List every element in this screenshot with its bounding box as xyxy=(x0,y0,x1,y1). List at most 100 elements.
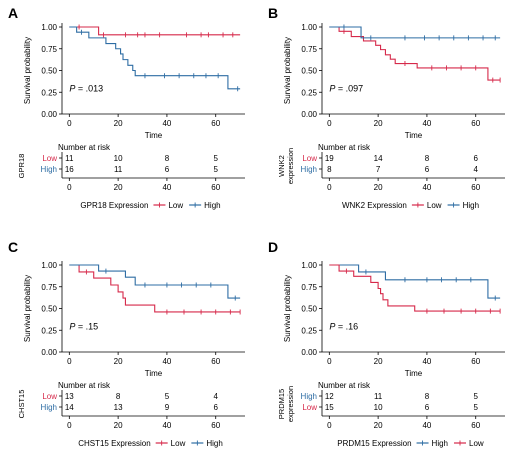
risk-value: 8 xyxy=(327,165,332,174)
risk-value: 5 xyxy=(165,392,170,401)
risk-x-tick-label: 0 xyxy=(67,421,72,430)
risk-gene-label: CHST15 xyxy=(17,390,26,419)
risk-value: 5 xyxy=(213,154,218,163)
risk-value: 19 xyxy=(325,154,334,163)
legend: CHST15 Expression Low High xyxy=(78,439,223,448)
risk-x-tick-label: 60 xyxy=(211,421,220,430)
risk-x-tick-label: 20 xyxy=(374,183,383,192)
risk-x-tick-label: 40 xyxy=(162,183,171,192)
x-tick-label: 60 xyxy=(211,357,220,366)
risk-value: 14 xyxy=(65,403,74,412)
x-tick-label: 20 xyxy=(374,119,383,128)
risk-x-tick-label: 40 xyxy=(422,183,431,192)
y-tick-label: 1.00 xyxy=(41,261,57,270)
risk-value: 12 xyxy=(325,392,334,401)
y-tick-label: 0.25 xyxy=(41,326,57,335)
y-axis-label: Survival probability xyxy=(283,37,292,104)
p-value: P = .15 xyxy=(69,321,98,331)
risk-value: 13 xyxy=(114,403,123,412)
risk-table-title: Number at risk xyxy=(318,381,371,390)
risk-expression-label: expression xyxy=(286,386,295,422)
panel-label: A xyxy=(8,5,18,21)
risk-value: 5 xyxy=(473,403,478,412)
legend: WNK2 Expression Low High xyxy=(342,201,479,210)
y-tick-label: 0.50 xyxy=(41,67,57,76)
risk-value: 6 xyxy=(425,403,430,412)
risk-table-title: Number at risk xyxy=(58,143,111,152)
risk-value: 11 xyxy=(374,392,383,401)
y-tick-label: 1.00 xyxy=(301,261,317,270)
risk-row-label: Low xyxy=(302,403,317,412)
risk-value: 7 xyxy=(376,165,381,174)
risk-x-tick-label: 20 xyxy=(114,183,123,192)
risk-x-tick-label: 0 xyxy=(67,183,72,192)
risk-row-label: Low xyxy=(42,392,57,401)
legend-label-low: Low xyxy=(171,439,186,448)
risk-table-title: Number at risk xyxy=(58,381,111,390)
risk-row-label: Low xyxy=(42,154,57,163)
x-tick-label: 0 xyxy=(67,357,72,366)
risk-value: 5 xyxy=(473,392,478,401)
legend-label-high: High xyxy=(204,201,220,210)
survival-curve-high xyxy=(329,264,501,299)
risk-value: 6 xyxy=(425,165,430,174)
panel-label: D xyxy=(268,239,278,255)
risk-x-tick-label: 40 xyxy=(422,421,431,430)
risk-value: 6 xyxy=(213,403,218,412)
survival-curve-high xyxy=(69,264,241,299)
legend-label-high: High xyxy=(463,201,479,210)
x-tick-label: 0 xyxy=(327,119,332,128)
risk-x-tick-label: 20 xyxy=(374,421,383,430)
risk-value: 6 xyxy=(165,165,170,174)
p-value: P = .16 xyxy=(329,321,358,331)
x-tick-label: 40 xyxy=(162,119,171,128)
survival-curve-low xyxy=(69,26,241,36)
risk-row-label: High xyxy=(301,392,317,401)
risk-table-title: Number at risk xyxy=(318,143,371,152)
risk-value: 13 xyxy=(65,392,74,401)
survival-curve-low xyxy=(329,264,501,312)
risk-x-tick-label: 60 xyxy=(471,421,480,430)
y-tick-label: 0.50 xyxy=(301,67,317,76)
y-tick-label: 0.75 xyxy=(41,283,57,292)
survival-curve-high xyxy=(69,26,241,90)
risk-x-tick-label: 20 xyxy=(114,421,123,430)
y-tick-label: 0.25 xyxy=(301,326,317,335)
x-tick-label: 20 xyxy=(114,119,123,128)
x-tick-label: 20 xyxy=(114,357,123,366)
y-tick-label: 0.00 xyxy=(301,110,317,119)
y-tick-label: 0.75 xyxy=(301,45,317,54)
p-value: P = .097 xyxy=(329,83,363,93)
x-axis-label: Time xyxy=(405,369,423,378)
legend: GPR18 Expression Low High xyxy=(80,201,220,210)
x-tick-label: 40 xyxy=(162,357,171,366)
legend: PRDM15 Expression High Low xyxy=(337,439,484,448)
legend-title: CHST15 Expression xyxy=(78,439,150,448)
y-axis-label: Survival probability xyxy=(283,275,292,342)
x-tick-label: 40 xyxy=(422,119,431,128)
risk-value: 10 xyxy=(374,403,383,412)
x-axis-label: Time xyxy=(145,131,163,140)
x-tick-label: 20 xyxy=(374,357,383,366)
y-axis-label: Survival probability xyxy=(23,275,32,342)
y-tick-label: 0.25 xyxy=(301,88,317,97)
risk-gene-label: WNK2 xyxy=(277,155,286,177)
legend-title: PRDM15 Expression xyxy=(337,439,411,448)
risk-row-label: Low xyxy=(302,154,317,163)
x-axis-label: Time xyxy=(145,369,163,378)
y-tick-label: 0.50 xyxy=(41,305,57,314)
y-tick-label: 0.75 xyxy=(301,283,317,292)
legend-label-high: High xyxy=(206,439,222,448)
panel-label: C xyxy=(8,239,18,255)
risk-row-label: High xyxy=(301,165,317,174)
x-tick-label: 0 xyxy=(67,119,72,128)
risk-value: 8 xyxy=(425,154,430,163)
risk-row-label: High xyxy=(41,403,57,412)
legend-label-high: High xyxy=(432,439,448,448)
legend-label-low: Low xyxy=(469,439,484,448)
risk-x-tick-label: 40 xyxy=(162,421,171,430)
x-tick-label: 40 xyxy=(422,357,431,366)
risk-gene-label: PRDM15 xyxy=(277,389,286,419)
